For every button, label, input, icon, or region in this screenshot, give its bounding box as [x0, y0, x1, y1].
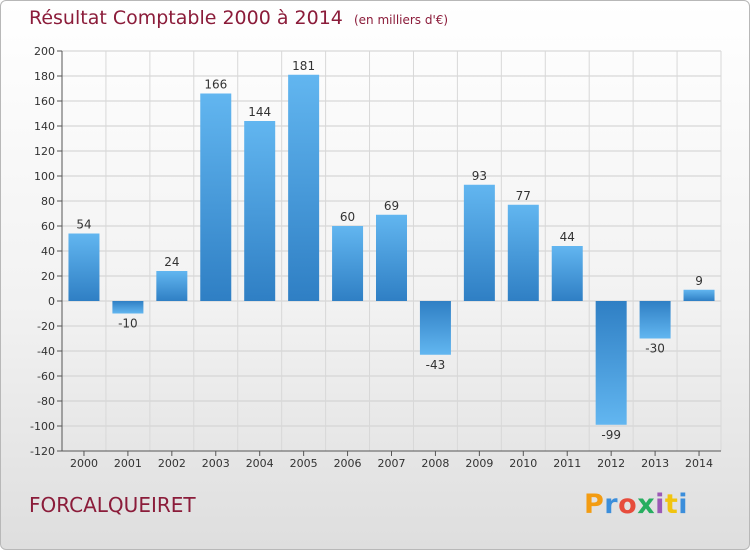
data-label-2007: 69: [384, 199, 399, 213]
x-tick-label: 2012: [597, 457, 625, 470]
bar-2003: [200, 93, 232, 301]
labels: 54 -10 24 166 144 181 60 69 -43 93 77 44 -99 -30 9: [76, 59, 703, 442]
data-label-2002: 24: [164, 255, 179, 269]
bar-2014: [683, 289, 715, 301]
logo-letter: x: [637, 489, 656, 520]
x-tick-label: 2003: [202, 457, 230, 470]
x-tick-label: 2007: [378, 457, 406, 470]
bar-2002: [156, 271, 188, 301]
x-tick-label: 2013: [641, 457, 669, 470]
chart-title-block: Résultat Comptable 2000 à 2014 (en milli…: [29, 7, 448, 29]
data-label-2005: 181: [292, 59, 315, 73]
place-name: FORCALQUEIRET: [29, 493, 196, 517]
y-tick-label: 100: [34, 170, 55, 183]
x-tick-label: 2006: [334, 457, 362, 470]
y-tick-label: 40: [41, 245, 55, 258]
data-label-2008: -43: [426, 358, 446, 372]
bar-2004: [244, 121, 276, 301]
x-tick-label: 2002: [158, 457, 186, 470]
axes: 200180160140120100806040200-20-40-60-80-…: [30, 45, 721, 470]
x-tick-label: 2005: [290, 457, 318, 470]
bar-2012: [595, 301, 627, 425]
y-tick-label: 80: [41, 195, 55, 208]
bars: [68, 74, 715, 425]
y-tick-label: 140: [34, 120, 55, 133]
x-tick-label: 2010: [509, 457, 537, 470]
y-tick-label: 60: [41, 220, 55, 233]
y-tick-label: -40: [37, 345, 55, 358]
bar-2005: [288, 74, 320, 301]
data-label-2003: 166: [204, 78, 227, 92]
chart-title: Résultat Comptable 2000 à 2014: [29, 7, 343, 29]
data-label-2006: 60: [340, 210, 355, 224]
data-label-2001: -10: [118, 317, 138, 331]
y-tick-label: -120: [30, 445, 55, 458]
x-tick-label: 2001: [114, 457, 142, 470]
bar-2009: [463, 184, 495, 301]
y-tick-label: 20: [41, 270, 55, 283]
data-label-2009: 93: [472, 169, 487, 183]
bar-2008: [419, 301, 451, 355]
logo-letter: r: [604, 489, 619, 520]
y-tick-label: 160: [34, 95, 55, 108]
bar-2006: [332, 226, 364, 301]
chart-subtitle: (en milliers d'€): [353, 13, 449, 27]
bar-2011: [551, 246, 583, 301]
proxiti-logo: Proxiti: [584, 489, 688, 520]
y-tick-label: 120: [34, 145, 55, 158]
x-tick-label: 2004: [246, 457, 274, 470]
x-tick-label: 2000: [70, 457, 98, 470]
y-tick-label: -80: [37, 395, 55, 408]
x-tick-label: 2008: [421, 457, 449, 470]
data-label-2011: 44: [560, 230, 575, 244]
data-label-2013: -30: [645, 342, 665, 356]
logo-letter: i: [678, 489, 689, 520]
data-label-2000: 54: [76, 218, 91, 232]
x-tick-label: 2009: [465, 457, 493, 470]
y-tick-label: -100: [30, 420, 55, 433]
data-label-2010: 77: [516, 189, 531, 203]
y-tick-label: 0: [48, 295, 55, 308]
y-tick-label: 180: [34, 70, 55, 83]
bar-2000: [68, 233, 100, 301]
bar-2007: [376, 214, 407, 301]
bar-2001: [112, 301, 144, 314]
logo-letter: t: [664, 489, 679, 520]
data-label-2004: 144: [248, 105, 271, 119]
x-tick-label: 2014: [685, 457, 713, 470]
bar-2013: [639, 301, 671, 339]
logo-letter: o: [618, 489, 638, 520]
y-tick-label: -20: [37, 320, 55, 333]
logo-letter: P: [584, 489, 605, 520]
y-tick-label: 200: [34, 45, 55, 58]
data-label-2014: 9: [695, 274, 703, 288]
bar-2010: [507, 204, 539, 301]
y-tick-label: -60: [37, 370, 55, 383]
x-tick-label: 2011: [553, 457, 581, 470]
data-label-2012: -99: [601, 428, 621, 442]
logo-letter: i: [655, 489, 665, 520]
